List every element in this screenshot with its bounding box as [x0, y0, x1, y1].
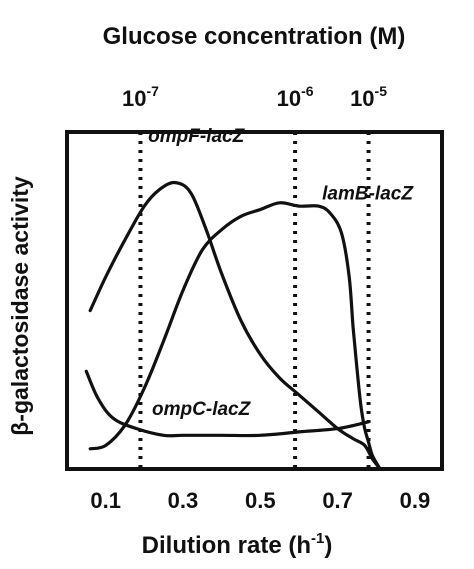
series-line-lamB-lacZ: [88, 201, 382, 471]
series-label-lamB-lacZ: lamB-lacZ: [322, 183, 414, 204]
y-axis-label: β-galactosidase activity: [7, 176, 33, 436]
x-tick-label: 0.7: [322, 488, 353, 513]
top-tick-labels: 10-7 10-6 10-5: [122, 83, 387, 111]
x-tick-label: 0.1: [90, 488, 121, 513]
x-tick-labels: 0.1 0.3 0.5 0.7 0.9: [90, 488, 430, 513]
x-tick-label: 0.3: [168, 488, 199, 513]
series-line-ompF-lacZ: [88, 180, 382, 471]
series-labels: ompF-lacZ lamB-lacZ ompC-lacZ: [148, 126, 414, 420]
top-axis-label: Glucose concentration (M): [103, 23, 406, 50]
x-tick-label: 0.5: [245, 488, 276, 513]
top-tick-label: 10-7: [122, 83, 159, 111]
top-tick-label: 10-5: [350, 83, 387, 111]
top-tick-label: 10-6: [277, 83, 314, 111]
glucose-reference-lines: [138, 132, 371, 469]
x-tick-label: 0.9: [400, 488, 431, 513]
series-label-ompF-lacZ: ompF-lacZ: [148, 126, 245, 147]
x-axis-label-close: ): [324, 532, 332, 559]
x-axis-label-main: Dilution rate (h: [142, 532, 311, 559]
x-axis-label: Dilution rate (h-1): [142, 530, 333, 559]
series-label-ompC-lacZ: ompC-lacZ: [152, 399, 252, 420]
curves: [84, 180, 382, 471]
series-line-ompC-lacZ: [84, 369, 371, 438]
plot-frame: [65, 130, 444, 471]
x-axis-label-exponent: -1: [311, 530, 324, 547]
